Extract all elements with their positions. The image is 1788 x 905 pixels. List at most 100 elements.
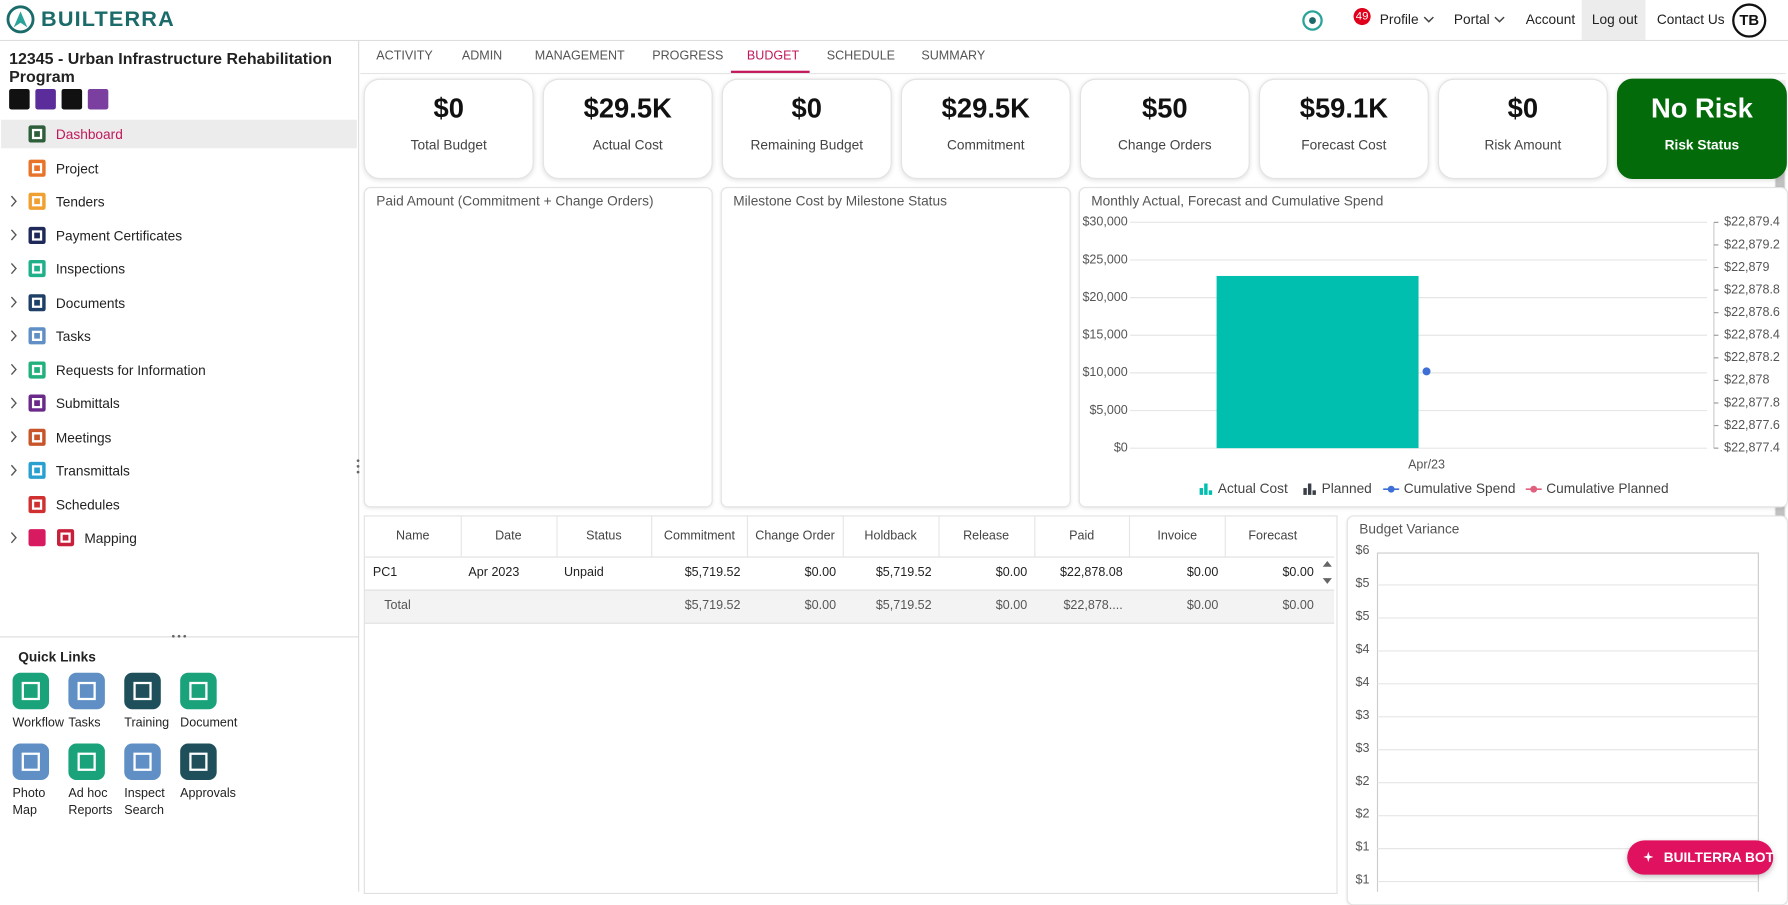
menu-active-bg [1, 119, 357, 149]
menu-item[interactable]: Tenders [55, 193, 105, 210]
quick-link-label[interactable]: Workflow [12, 716, 64, 730]
quick-link-label[interactable]: Photo Map [12, 786, 46, 818]
total-row-bg [364, 589, 1335, 624]
menu-icon [28, 394, 46, 412]
table-cell: $0.00 [1282, 565, 1314, 580]
quick-link-label[interactable]: Ad hoc Reports [68, 786, 113, 818]
chart-panel: Paid Amount (Commitment + Change Orders) [363, 187, 713, 508]
quick-link-label[interactable]: Tasks [68, 716, 101, 730]
column-divider [460, 516, 462, 557]
quick-link-icon[interactable] [68, 743, 105, 780]
chatbot-button[interactable]: BUILTERRA BOT [1627, 840, 1774, 875]
column-divider [556, 516, 558, 557]
project-action[interactable] [35, 88, 56, 110]
column-header[interactable]: Commitment [663, 529, 736, 543]
column-header[interactable]: Name [396, 529, 430, 543]
menu-item[interactable]: Project [55, 160, 99, 177]
nav-link[interactable]: Account [1525, 11, 1576, 28]
menu-item[interactable]: Payment Certificates [55, 227, 183, 244]
project-action[interactable] [87, 88, 109, 110]
column-header[interactable]: Status [586, 529, 622, 543]
kpi-card: $29.5K Actual Cost [542, 78, 713, 180]
tab[interactable]: PROGRESS [652, 49, 724, 63]
menu-item[interactable]: Meetings [55, 429, 112, 446]
menu-icon [28, 428, 46, 446]
column-header[interactable]: Date [495, 529, 522, 543]
tab[interactable]: MANAGEMENT [534, 49, 625, 63]
nav-link[interactable]: Profile [1379, 11, 1419, 28]
kpi-value: $0 [791, 93, 822, 125]
column-divider [938, 516, 940, 557]
quick-link-label[interactable]: Approvals [180, 786, 236, 801]
kpi-card: $0 Remaining Budget [721, 78, 892, 180]
table-cell: $22,878.08 [1059, 565, 1123, 580]
menu-item[interactable]: Documents [55, 294, 126, 311]
quick-link-icon[interactable] [124, 672, 161, 710]
tab[interactable]: BUDGET [746, 49, 800, 63]
kpi-label: Change Orders [1118, 136, 1212, 153]
quick-link-label[interactable]: Inspect Search [124, 786, 165, 818]
tab[interactable]: SCHEDULE [826, 49, 896, 63]
menu-item[interactable]: Tasks [55, 328, 91, 345]
column-divider [1129, 516, 1131, 557]
total-cell: $5,719.52 [875, 598, 932, 613]
nav-link[interactable]: Portal [1453, 11, 1490, 28]
quick-link-icon[interactable] [12, 672, 50, 710]
chart-panel: Milestone Cost by Milestone Status [720, 187, 1071, 508]
chatbot-label[interactable]: BUILTERRA BOT [1663, 849, 1774, 866]
quick-link-label[interactable]: Training [124, 716, 170, 730]
total-cell: $0.00 [804, 598, 837, 613]
menu-item[interactable]: Mapping [84, 530, 137, 547]
project-action[interactable] [9, 88, 30, 110]
kpi-value: $29.5K [941, 93, 1030, 125]
kpi-card: $0 Risk Amount [1437, 78, 1608, 180]
kpi-value: $29.5K [583, 93, 672, 125]
column-header[interactable]: Forecast [1248, 529, 1298, 543]
total-cell: $0.00 [1282, 598, 1314, 613]
quick-link-icon[interactable] [68, 672, 105, 710]
kpi-value: $0 [1507, 93, 1539, 125]
column-header[interactable]: Change Order [755, 529, 835, 543]
quick-link-icon[interactable] [124, 743, 161, 780]
tab[interactable]: ACTIVITY [376, 49, 433, 63]
menu-item[interactable]: Inspections [55, 261, 126, 278]
header [0, 0, 1788, 42]
kpi-card: $29.5K Commitment [900, 78, 1071, 180]
column-header[interactable]: Release [963, 529, 1010, 543]
avatar[interactable]: TB [1732, 3, 1767, 38]
project-title: 12345 - Urban Infrastructure Rehabilitat… [9, 49, 333, 86]
menu-item[interactable]: Transmittals [55, 462, 130, 479]
kpi-value: $59.1K [1299, 93, 1388, 125]
menu-icon [28, 461, 46, 479]
quick-link-label[interactable]: Document [180, 716, 238, 730]
tab[interactable]: ADMIN [461, 49, 503, 63]
nav-link[interactable]: Contact Us [1656, 11, 1725, 28]
column-header[interactable]: Invoice [1157, 529, 1198, 543]
menu-item[interactable]: Requests for Information [55, 362, 206, 379]
kpi-label: Total Budget [410, 136, 487, 153]
menu-checkbox[interactable] [28, 529, 46, 547]
menu-item[interactable]: Schedules [55, 496, 120, 513]
kpi-label: Actual Cost [592, 136, 663, 153]
table-cell: $0.00 [995, 565, 1028, 580]
total-cell: $22,878.... [1063, 598, 1123, 613]
tab[interactable]: SUMMARY [921, 49, 986, 63]
column-divider [1224, 516, 1227, 557]
column-header[interactable]: Paid [1069, 529, 1095, 543]
menu-icon [57, 529, 75, 547]
column-header[interactable]: Holdback [864, 529, 917, 543]
project-action[interactable] [61, 88, 83, 110]
quick-link-icon[interactable] [12, 743, 50, 780]
menu-icon [28, 495, 46, 513]
menu-item[interactable]: Submittals [55, 395, 120, 412]
notification-badge[interactable]: 49 [1353, 7, 1371, 26]
quick-link-icon[interactable] [180, 672, 217, 710]
menu-icon [28, 293, 46, 311]
table-cell: PC1 [372, 565, 398, 580]
kpi-label: Remaining Budget [750, 136, 864, 153]
nav-link[interactable]: Log out [1591, 11, 1638, 28]
table-cell: $5,719.52 [875, 565, 932, 580]
quick-link-icon[interactable] [180, 743, 217, 780]
menu-item[interactable]: Dashboard [55, 126, 123, 143]
